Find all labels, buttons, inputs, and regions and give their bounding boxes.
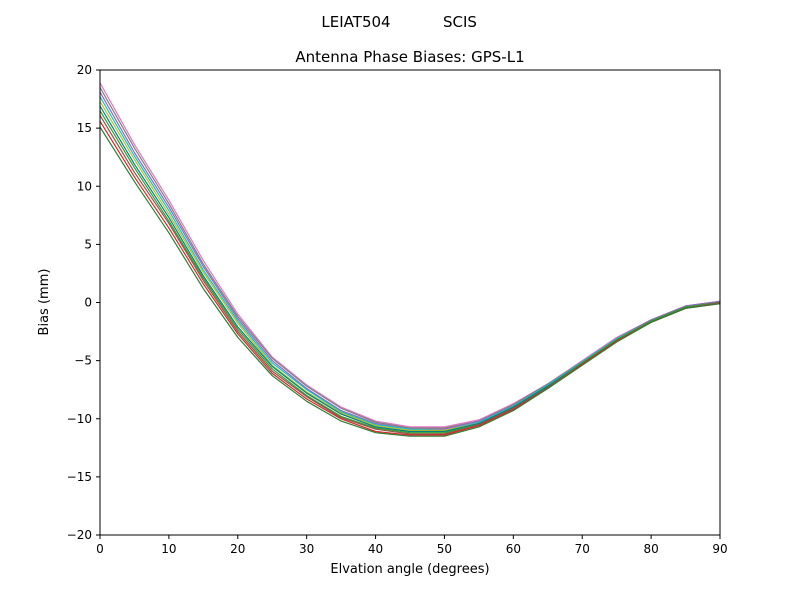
series-line-teal: [99, 105, 721, 433]
y-axis-label: Bias (mm): [37, 269, 52, 336]
y-tick-label: 15: [77, 121, 92, 135]
y-tick-label: −20: [67, 528, 92, 542]
x-tick-label: 10: [161, 542, 176, 556]
figure-title-right: SCIS: [443, 13, 477, 31]
series-line-red: [99, 120, 721, 436]
x-tick-label: 70: [575, 542, 590, 556]
y-tick-label: −15: [67, 470, 92, 484]
series-line-green: [99, 110, 721, 434]
x-tick-label: 80: [643, 542, 658, 556]
y-tick-label: −5: [74, 354, 92, 368]
series-line-cyan: [99, 96, 721, 431]
y-tick-label: 10: [77, 179, 92, 193]
series-line-pink: [99, 82, 721, 428]
y-tick-label: 20: [77, 63, 92, 77]
x-axis-label: Elvation angle (degrees): [330, 562, 489, 577]
x-tick-label: 50: [437, 542, 452, 556]
x-tick-label: 0: [96, 542, 104, 556]
x-tick-label: 30: [299, 542, 314, 556]
x-tick-label: 60: [506, 542, 521, 556]
series-line-olive: [99, 100, 721, 431]
axes-title: Antenna Phase Biases: GPS-L1: [295, 48, 524, 66]
y-tick-label: −10: [67, 412, 92, 426]
y-tick-label: 0: [84, 296, 92, 310]
x-tick-label: 90: [712, 542, 727, 556]
series-line-brown: [99, 114, 721, 435]
x-tick-label: 40: [368, 542, 383, 556]
series-line-dark-green: [99, 126, 721, 437]
y-tick-label: 5: [84, 237, 92, 251]
figure-title-left: LEIAT504: [321, 13, 390, 31]
axes-frame: [99, 69, 721, 536]
x-tick-label: 20: [230, 542, 245, 556]
